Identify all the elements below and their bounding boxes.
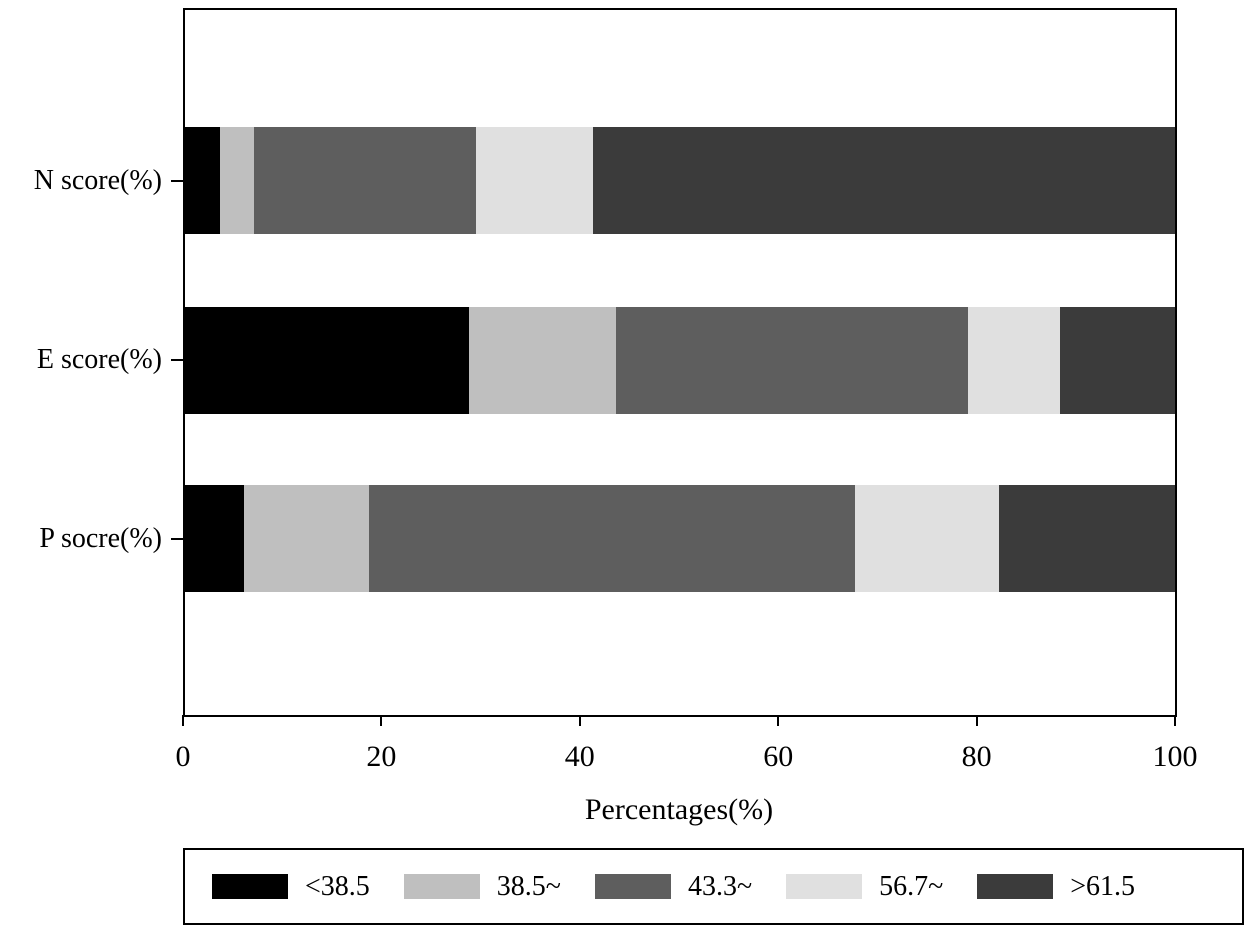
- legend-label: 43.3~: [687, 870, 753, 902]
- legend-label: 56.7~: [879, 870, 944, 902]
- bar-segment: [244, 485, 370, 592]
- y-axis-tick: [171, 359, 183, 361]
- legend-box: <38.5 38.5~ 43.3~ 56.7~ >61.5: [183, 848, 1244, 925]
- legend-item: >61.5: [977, 871, 1135, 903]
- x-axis-tick: [182, 715, 184, 726]
- y-axis-category-label: P socre(%): [39, 523, 162, 554]
- bar-segment: [219, 127, 255, 234]
- x-axis-tick: [1174, 715, 1176, 726]
- legend-swatch: [403, 874, 480, 899]
- x-axis-tick: [578, 715, 581, 726]
- bar-segment: [998, 485, 1175, 592]
- y-axis-tick: [171, 180, 183, 182]
- bar-row-2: [185, 307, 1175, 414]
- bar-segment: [855, 485, 999, 592]
- bar-segment: [469, 307, 616, 414]
- x-axis-tick: [380, 715, 383, 726]
- legend-item: <38.5: [212, 871, 370, 903]
- bar-segment: [185, 307, 470, 414]
- bar-segment: [968, 307, 1061, 414]
- legend-label: >61.5: [1070, 870, 1136, 902]
- bar-segment: [592, 127, 1175, 234]
- bar-segment: [254, 127, 477, 234]
- bar-segment: [185, 127, 220, 234]
- y-axis-category-label: N score(%): [33, 165, 162, 196]
- x-axis-tick: [777, 715, 780, 726]
- plot-frame: [183, 8, 1177, 717]
- legend-label: 38.5~: [496, 870, 561, 902]
- bar-row-3: [185, 485, 1175, 592]
- legend-label: <38.5: [305, 870, 370, 902]
- y-axis-tick: [171, 538, 183, 540]
- legend-swatch: [786, 874, 863, 899]
- x-axis-tick-label: 60: [763, 740, 794, 773]
- legend-item: 38.5~: [403, 870, 561, 903]
- bar-segment: [185, 485, 245, 592]
- legend-swatch: [212, 874, 288, 899]
- x-axis-tick: [975, 715, 978, 726]
- x-axis-tick-label: 40: [564, 740, 595, 773]
- bar-segment: [476, 127, 593, 234]
- x-axis-tick-label: 20: [366, 740, 397, 773]
- legend-item: 43.3~: [594, 870, 753, 903]
- legend-swatch: [977, 874, 1054, 899]
- x-axis-tick-label: 80: [961, 740, 992, 773]
- legend-swatch: [594, 874, 671, 899]
- bar-segment: [1060, 307, 1175, 414]
- bar-row-1: [185, 127, 1175, 234]
- bar-segment: [369, 485, 856, 592]
- x-axis-title: Percentages(%): [584, 793, 774, 826]
- x-axis-tick-label: 100: [1152, 740, 1198, 773]
- legend-item: 56.7~: [786, 871, 943, 903]
- bar-segment: [615, 307, 969, 414]
- x-axis-tick-label: 0: [175, 740, 191, 773]
- y-axis-category-label: E score(%): [36, 344, 162, 375]
